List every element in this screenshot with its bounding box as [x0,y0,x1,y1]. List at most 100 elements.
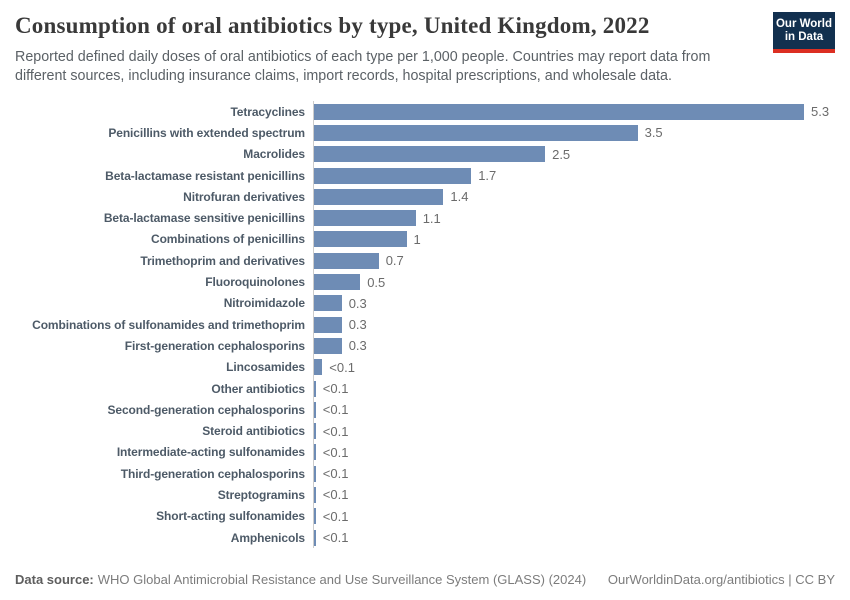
bar-track: 5.3 [313,101,835,123]
bar-track: <0.1 [313,420,835,442]
bar [314,167,472,184]
bar-row: Amphenicols <0.1 [15,526,835,549]
value-label: 1.4 [450,189,469,205]
bar-row: Lincosamides <0.1 [15,356,835,378]
bar [314,295,342,312]
value-label: <0.1 [322,487,349,503]
credit-link[interactable]: OurWorldinData.org/antibiotics | CC BY [607,572,835,587]
category-label: Trimethoprim and derivatives [140,253,305,268]
chart-subtitle-line2: different sources, including insurance c… [15,68,672,84]
value-label: 0.3 [348,317,367,333]
value-label: 1.7 [478,168,497,184]
category-label: Second-generation cephalosporins [107,402,305,417]
bar-track: <0.1 [313,526,835,549]
chart-footer: Data source: WHO Global Antimicrobial Res… [15,572,835,587]
chart-subtitle-line1: Reported defined daily doses of oral ant… [15,49,711,65]
value-label: <0.1 [329,359,355,375]
category-label: Intermediate-acting sulfonamides [116,445,305,460]
bar [314,188,444,205]
bar [314,337,342,354]
bar [314,401,316,418]
owid-logo[interactable]: Our World in Data [773,12,835,53]
bar-row: Third-generation cephalosporins <0.1 [15,463,835,485]
bar [314,529,316,546]
category-label: Nitroimidazole [223,296,305,311]
bar-row: Combinations of penicillins 1 [15,228,835,251]
category-label: Other antibiotics [211,381,305,396]
bar-track: 0.3 [313,313,835,336]
category-label: Steroid antibiotics [202,424,305,439]
bar-row: Steroid antibiotics <0.1 [15,420,835,442]
bar [314,124,638,141]
category-label: Macrolides [243,147,305,162]
chart-subtitle: Reported defined daily doses of oral ant… [15,48,760,86]
value-label: 0.3 [348,295,367,311]
bar-row: Streptogramins <0.1 [15,484,835,506]
category-label: Short-acting sulfonamides [156,509,305,524]
bar-track: 0.3 [313,292,835,314]
category-label: Nitrofuran derivatives [183,189,305,204]
bar-row: Nitroimidazole 0.3 [15,292,835,314]
bar [314,508,316,525]
bar-track: <0.1 [313,505,835,527]
bar-track: <0.1 [313,463,835,485]
value-label: <0.1 [322,508,349,524]
bar [314,423,316,440]
category-label: Tetracyclines [230,104,305,119]
bar-row: Macrolides 2.5 [15,143,835,165]
datasource-text: WHO Global Antimicrobial Resistance and … [97,572,587,587]
category-label: Streptogramins [217,487,305,502]
bar [314,103,804,120]
bar-row: Fluoroquinolones 0.5 [15,271,835,293]
bar-row: Combinations of sulfonamides and trimeth… [15,313,835,336]
category-label: First-generation cephalosporins [124,338,305,353]
value-label: 0.5 [367,274,386,290]
category-label: Third-generation cephalosporins [120,466,305,481]
bar [314,231,407,248]
bar-track: <0.1 [313,356,835,378]
bar-track: 1.4 [313,186,835,208]
value-label: <0.1 [322,381,349,396]
bar [314,274,361,291]
category-label: Combinations of penicillins [151,232,305,247]
value-label: <0.1 [322,423,349,439]
bar [314,465,316,482]
value-label: 0.3 [348,338,367,354]
value-label: 1.1 [422,210,441,226]
datasource-label: Data source: [15,572,94,587]
category-label: Fluoroquinolones [205,275,305,290]
datasource: Data source: WHO Global Antimicrobial Res… [15,572,586,587]
bar-row: First-generation cephalosporins 0.3 [15,335,835,357]
category-label: Lincosamides [226,360,305,375]
bar-track: 2.5 [313,143,835,165]
bar-track: <0.1 [313,377,835,400]
category-label: Combinations of sulfonamides and trimeth… [32,317,305,332]
chart-header: Consumption of oral antibiotics by type,… [0,0,850,86]
value-label: <0.1 [322,530,349,546]
category-label: Penicillins with extended spectrum [108,125,305,140]
bar-row: Beta-lactamase resistant penicillins 1.7 [15,164,835,187]
bar-row: Tetracyclines 5.3 [15,101,835,123]
bar [314,316,342,333]
bar-track: 0.5 [313,271,835,293]
bar-row: Short-acting sulfonamides <0.1 [15,505,835,527]
bar-track: 1.1 [313,207,835,229]
bar-track: 0.7 [313,250,835,272]
bar-row: Trimethoprim and derivatives 0.7 [15,250,835,272]
category-label: Beta-lactamase resistant penicillins [105,168,305,183]
bar [314,444,316,461]
owid-logo-line1: Our World [775,18,832,30]
bar [314,210,416,227]
bar-track: <0.1 [313,399,835,421]
value-label: <0.1 [322,402,349,418]
bar-row: Other antibiotics <0.1 [15,377,835,400]
bar-track: <0.1 [313,441,835,464]
bar-track: 3.5 [313,122,835,144]
value-label: <0.1 [322,444,349,460]
bar [314,146,546,163]
bar [314,486,316,503]
value-label: <0.1 [322,466,349,482]
bar-track: 1 [313,228,835,251]
value-label: 2.5 [552,146,571,162]
